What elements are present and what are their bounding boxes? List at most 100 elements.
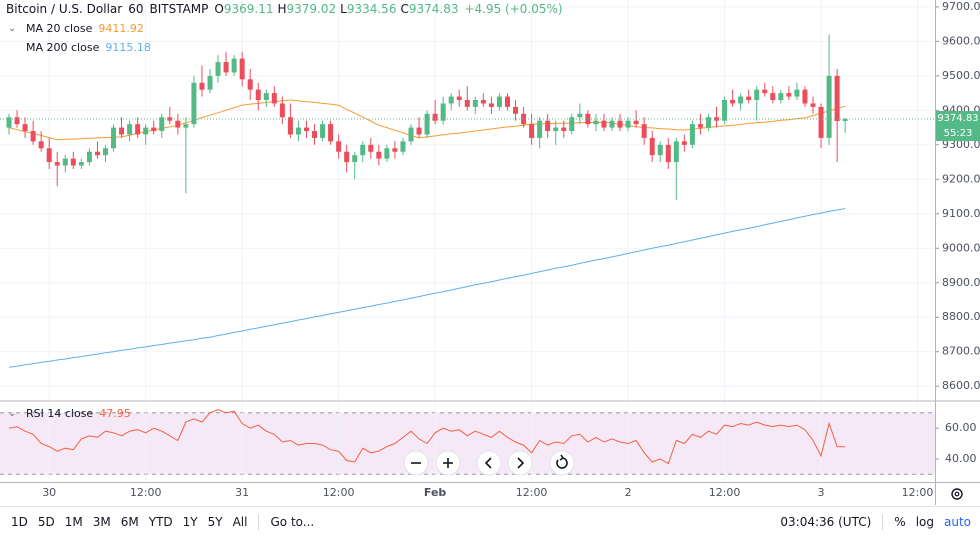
candle-body [585,113,591,125]
symbol: Bitcoin / U.S. Dollar [6,2,123,16]
collapse-icon[interactable]: ⌄ [8,23,17,34]
range-button[interactable]: 6M [120,514,139,529]
symbol-header: Bitcoin / U.S. Dollar 60 BITSTAMP O 9369.… [6,2,563,16]
candle-body [175,120,181,128]
candle-body [521,113,527,125]
separator [882,513,884,530]
candle-body [504,96,510,107]
ohlc-item: O 9369.11 [214,2,273,16]
x-tick-label: 12:00 [709,486,741,499]
x-tick-label: Feb [424,486,447,499]
candle-body [794,89,800,97]
ohlc-label: C [400,2,409,16]
x-tick-label: 2 [625,486,632,499]
candle-body [336,141,342,152]
y-tick-label: 8800.00 [942,310,980,323]
x-tick-label: 12:00 [130,486,162,499]
candle-body [746,96,752,100]
y-tick-label: 8600.00 [942,379,980,392]
candle-body [537,120,543,138]
y-tick-label: 8900.00 [942,276,980,289]
range-button[interactable]: 5Y [207,514,223,529]
x-tick-label: 31 [235,486,249,499]
candle-body [38,141,44,149]
range-button[interactable]: 3M [92,514,111,529]
scale-option[interactable]: log [915,514,934,529]
range-button[interactable]: 1D [11,514,28,529]
nav-button[interactable] [476,450,502,476]
scale-option[interactable]: auto [943,514,971,529]
candle-body [633,120,639,125]
candle-body [722,100,728,121]
nav-button-bg [507,450,533,476]
candle-body [255,89,261,100]
candle-body [786,93,792,97]
candle-body [368,144,374,152]
nav-button[interactable] [507,450,533,476]
candle-body [247,79,253,90]
settings-icon[interactable] [951,488,963,500]
ma200-legend[interactable]: MA 200 close 9115.18 [26,41,151,54]
y-tick-label: 9500.00 [942,69,980,82]
candle-body [360,144,366,156]
legend-value: 47.95 [99,407,131,420]
candle-body [842,119,848,121]
candle-body [344,151,350,163]
collapse-icon[interactable]: ⌄ [8,408,17,419]
candle-body [440,103,446,121]
candle-body [183,124,189,128]
candle-body [46,148,52,163]
gear [951,488,963,500]
candle-body [320,124,326,138]
candle-body [62,158,68,166]
nav-button-bg [476,450,502,476]
candle-body [263,93,269,100]
candle-body [496,96,502,107]
scale-option[interactable]: % [894,514,906,529]
nav-icon [556,454,568,469]
candle-body [657,144,663,156]
candle-body [681,141,687,145]
separator [258,513,260,530]
y-tick-label: 9100.00 [942,207,980,220]
ohlc-label: O [214,2,224,16]
range-button[interactable]: 1Y [182,514,198,529]
nav-button[interactable] [435,450,461,476]
candle-body [424,113,430,135]
candle-body [770,93,776,100]
x-tick-label: 12:00 [902,486,934,499]
ohlc-item: L 9334.56 [340,2,396,16]
candle-body [408,127,414,142]
ohlc-label: H [277,2,287,16]
y-tick-label: 9200.00 [942,172,980,185]
nav-button[interactable] [403,450,429,476]
candle-body [673,141,679,163]
candle-body [151,127,157,132]
nav-button[interactable] [549,450,575,476]
ohlc-value: 9369.11 [223,2,274,16]
range-button[interactable]: 5D [37,514,55,529]
ma20-legend[interactable]: ⌄ MA 20 close 9411.92 [8,22,144,35]
candle-body [649,137,655,156]
candle-body [834,75,840,121]
range-buttons: 1D 5D 1M 3M 6M YTD 1Y 5Y All [0,515,252,529]
candle-body [818,106,824,138]
chart: 9700.009600.009500.009400.009300.009200.… [0,0,980,505]
rsi-band [0,412,935,475]
range-button[interactable]: All [232,514,248,529]
candle-body [328,124,334,142]
candle-body [738,96,744,104]
candle-body [384,148,390,159]
candle-body [376,151,382,159]
candle-body [239,58,245,80]
candle-body [464,100,470,107]
range-button[interactable]: YTD [148,514,173,529]
range-button[interactable]: 1M [64,514,83,529]
rsi-legend[interactable]: ⌄ RSI 14 close 47.95 [8,407,131,420]
candle-body [456,96,462,100]
x-tick-label: 12:00 [323,486,355,499]
candle-body [593,120,599,125]
candle-body [78,162,84,166]
legend-name: MA 200 close [26,41,100,54]
goto-button[interactable]: Go to... [270,514,315,529]
